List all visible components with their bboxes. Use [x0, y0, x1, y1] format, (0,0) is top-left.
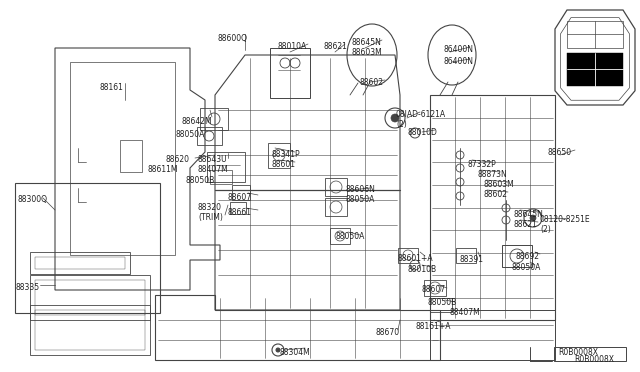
Bar: [30, 305, 150, 355]
Bar: [207, 152, 245, 182]
Text: 08IAD-6121A
(2): 08IAD-6121A (2): [396, 110, 446, 129]
Text: 87332P: 87332P: [467, 160, 496, 169]
Text: 88607: 88607: [228, 193, 252, 202]
Text: 88601+A: 88601+A: [398, 254, 434, 263]
Text: 88661: 88661: [228, 208, 252, 217]
Bar: [30, 275, 150, 320]
Text: 88050A: 88050A: [175, 130, 204, 139]
Text: 88391: 88391: [460, 255, 484, 264]
Bar: [210, 170, 232, 184]
Bar: [30, 252, 130, 274]
Bar: [502, 245, 532, 267]
Text: 88010D: 88010D: [408, 128, 438, 137]
Bar: [567, 53, 623, 86]
Text: 88050B: 88050B: [427, 298, 456, 307]
Text: 88407M: 88407M: [198, 165, 228, 174]
Text: 88607: 88607: [422, 285, 446, 294]
Bar: [567, 22, 623, 48]
Circle shape: [391, 114, 399, 122]
Text: 88670: 88670: [375, 328, 399, 337]
Text: 08120-8251E
(2): 08120-8251E (2): [540, 215, 591, 234]
Text: 88692: 88692: [516, 252, 540, 261]
Text: 88300Q: 88300Q: [18, 195, 48, 204]
Bar: [424, 280, 446, 296]
Bar: [200, 108, 228, 130]
Text: 86400N: 86400N: [443, 45, 473, 54]
Text: 88621: 88621: [323, 42, 347, 51]
Bar: [270, 48, 310, 98]
Text: 88602: 88602: [360, 78, 384, 87]
Text: R0B0008X: R0B0008X: [558, 348, 598, 357]
Bar: [325, 198, 347, 216]
Bar: [232, 185, 250, 200]
Bar: [430, 298, 452, 312]
Text: 88621: 88621: [514, 220, 538, 229]
Text: 86400N: 86400N: [443, 57, 473, 66]
Text: 88600Q: 88600Q: [218, 34, 248, 43]
Text: 88010B: 88010B: [407, 265, 436, 274]
Bar: [35, 280, 145, 315]
Text: 88050A: 88050A: [335, 232, 364, 241]
Bar: [197, 127, 222, 145]
Text: 88642M: 88642M: [182, 117, 212, 126]
Bar: [430, 310, 555, 360]
Bar: [456, 248, 476, 263]
Circle shape: [276, 348, 280, 352]
Text: 88010A: 88010A: [278, 42, 307, 51]
Bar: [325, 178, 347, 196]
Text: 88050B: 88050B: [185, 176, 214, 185]
Text: 88050A: 88050A: [345, 195, 374, 204]
Bar: [35, 257, 125, 269]
Text: 88602: 88602: [484, 190, 508, 199]
Text: 88407M: 88407M: [450, 308, 481, 317]
Bar: [554, 347, 626, 361]
Text: R0B0008X: R0B0008X: [574, 355, 614, 364]
Circle shape: [530, 215, 536, 221]
Bar: [15, 183, 160, 313]
Bar: [330, 228, 350, 244]
Text: 88611M: 88611M: [148, 165, 179, 174]
Text: 88620: 88620: [165, 155, 189, 164]
Bar: [230, 202, 246, 214]
Text: 88320
(TRIM): 88320 (TRIM): [198, 203, 223, 222]
Text: 88050A: 88050A: [511, 263, 540, 272]
Text: 88606N: 88606N: [345, 185, 375, 194]
Text: 88341P: 88341P: [271, 150, 300, 159]
Text: 88645N: 88645N: [514, 210, 544, 219]
Bar: [398, 248, 418, 263]
Text: 88645N: 88645N: [352, 38, 382, 47]
Text: 88304M: 88304M: [280, 348, 311, 357]
Text: 88873N: 88873N: [478, 170, 508, 179]
Text: 88603M: 88603M: [484, 180, 515, 189]
Text: 88161+A: 88161+A: [415, 322, 451, 331]
Bar: [35, 310, 145, 350]
Bar: [120, 140, 142, 172]
Text: 88650: 88650: [547, 148, 571, 157]
Bar: [268, 143, 290, 168]
Text: 88603M: 88603M: [352, 48, 383, 57]
Text: 88161: 88161: [100, 83, 124, 92]
Text: 88335: 88335: [15, 283, 39, 292]
Text: 88601: 88601: [271, 160, 295, 169]
Text: 88643U: 88643U: [198, 155, 228, 164]
